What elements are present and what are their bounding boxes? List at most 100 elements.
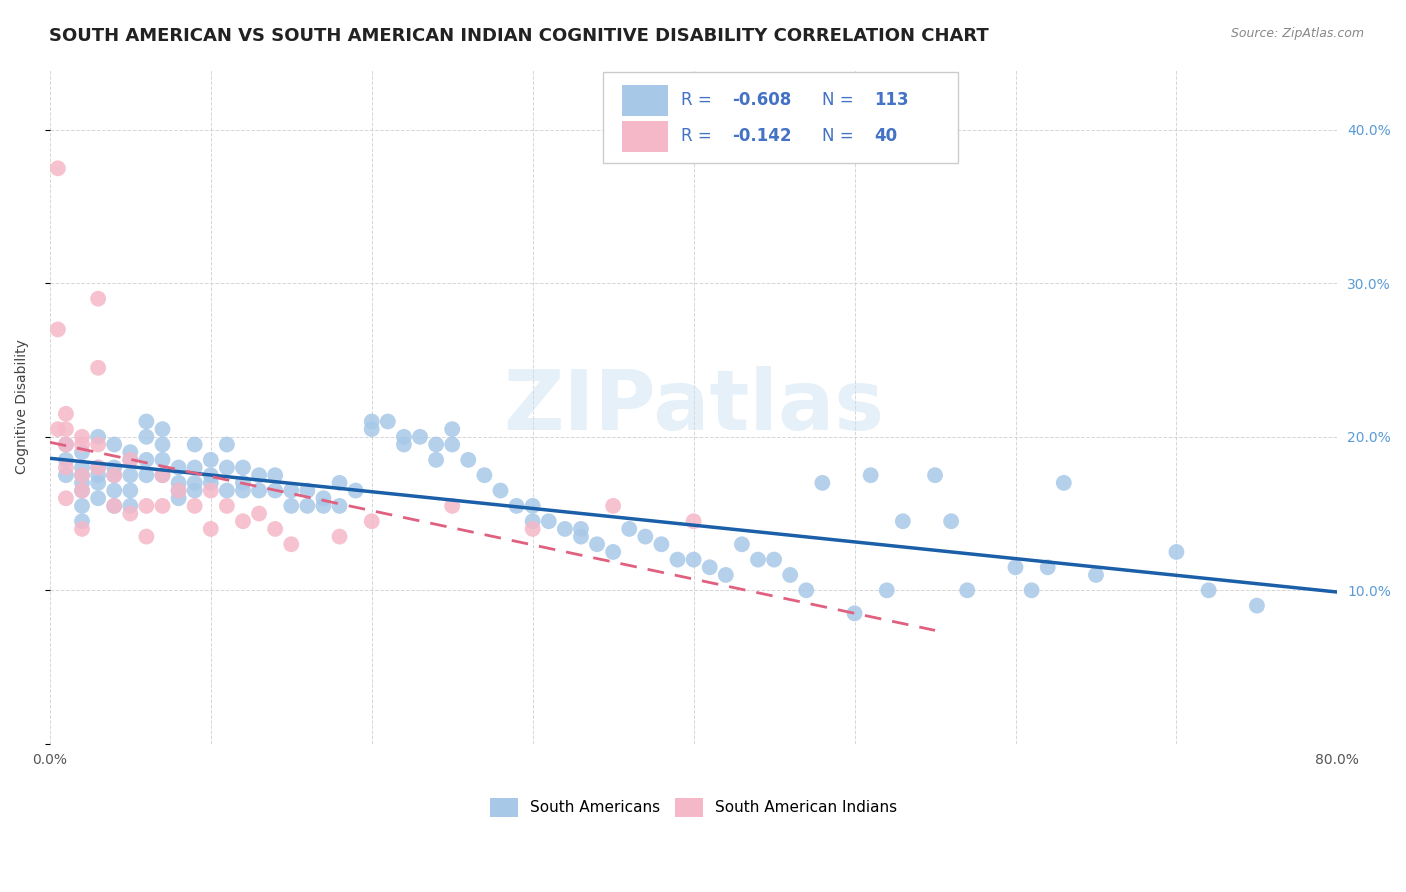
Point	[489, 483, 512, 498]
Point	[46, 161, 69, 176]
Point	[55, 491, 77, 506]
Point	[183, 437, 205, 451]
Point	[70, 445, 93, 459]
FancyBboxPatch shape	[621, 85, 668, 116]
Point	[87, 437, 110, 451]
Point	[135, 430, 157, 444]
Point	[70, 483, 93, 498]
Point	[569, 530, 592, 544]
Point	[55, 460, 77, 475]
Point	[120, 453, 142, 467]
Point	[280, 537, 302, 551]
Point	[103, 437, 125, 451]
Point	[103, 460, 125, 475]
Point	[619, 522, 641, 536]
Point	[328, 499, 350, 513]
Point	[312, 499, 335, 513]
Point	[1053, 475, 1076, 490]
Point	[152, 453, 174, 467]
Point	[152, 468, 174, 483]
Point	[167, 483, 190, 498]
Point	[152, 437, 174, 451]
Point	[811, 475, 834, 490]
Point	[87, 491, 110, 506]
FancyBboxPatch shape	[621, 120, 668, 152]
Point	[1004, 560, 1026, 574]
Text: Source: ZipAtlas.com: Source: ZipAtlas.com	[1230, 27, 1364, 40]
Point	[103, 468, 125, 483]
Point	[70, 430, 93, 444]
Point	[183, 483, 205, 498]
Point	[152, 468, 174, 483]
Point	[956, 583, 979, 598]
Point	[87, 460, 110, 475]
Point	[891, 514, 914, 528]
Point	[474, 468, 496, 483]
FancyBboxPatch shape	[603, 72, 957, 163]
Point	[70, 499, 93, 513]
Point	[135, 453, 157, 467]
Point	[392, 430, 415, 444]
Point	[103, 468, 125, 483]
Point	[55, 437, 77, 451]
Point	[167, 491, 190, 506]
Point	[46, 422, 69, 436]
Point	[586, 537, 609, 551]
Point	[87, 292, 110, 306]
Point	[247, 507, 270, 521]
Point	[135, 415, 157, 429]
Point	[522, 514, 544, 528]
Point	[200, 522, 222, 536]
Point	[939, 514, 962, 528]
Point	[554, 522, 576, 536]
Point	[87, 468, 110, 483]
Point	[215, 460, 238, 475]
Point	[682, 552, 704, 566]
Point	[441, 422, 464, 436]
Point	[232, 460, 254, 475]
Point	[87, 360, 110, 375]
Point	[602, 499, 624, 513]
Point	[650, 537, 672, 551]
Point	[1166, 545, 1188, 559]
Point	[70, 483, 93, 498]
Point	[55, 407, 77, 421]
Point	[297, 499, 319, 513]
Point	[103, 483, 125, 498]
Point	[120, 445, 142, 459]
Point	[152, 499, 174, 513]
Text: N =: N =	[823, 127, 859, 145]
Point	[120, 507, 142, 521]
Point	[522, 499, 544, 513]
Point	[103, 499, 125, 513]
Point	[924, 468, 946, 483]
Point	[794, 583, 817, 598]
Point	[232, 483, 254, 498]
Point	[215, 483, 238, 498]
Point	[70, 468, 93, 483]
Point	[264, 483, 287, 498]
Point	[55, 437, 77, 451]
Point	[120, 483, 142, 498]
Point	[731, 537, 754, 551]
Legend: South Americans, South American Indians: South Americans, South American Indians	[484, 792, 903, 822]
Point	[70, 460, 93, 475]
Point	[183, 460, 205, 475]
Point	[328, 475, 350, 490]
Point	[215, 499, 238, 513]
Point	[425, 437, 447, 451]
Text: R =: R =	[681, 127, 717, 145]
Y-axis label: Cognitive Disability: Cognitive Disability	[15, 339, 30, 474]
Point	[505, 499, 527, 513]
Point	[183, 499, 205, 513]
Point	[392, 437, 415, 451]
Point	[682, 514, 704, 528]
Point	[634, 530, 657, 544]
Point	[70, 475, 93, 490]
Point	[522, 522, 544, 536]
Point	[779, 568, 801, 582]
Point	[360, 422, 382, 436]
Point	[70, 514, 93, 528]
Point	[1198, 583, 1220, 598]
Point	[247, 468, 270, 483]
